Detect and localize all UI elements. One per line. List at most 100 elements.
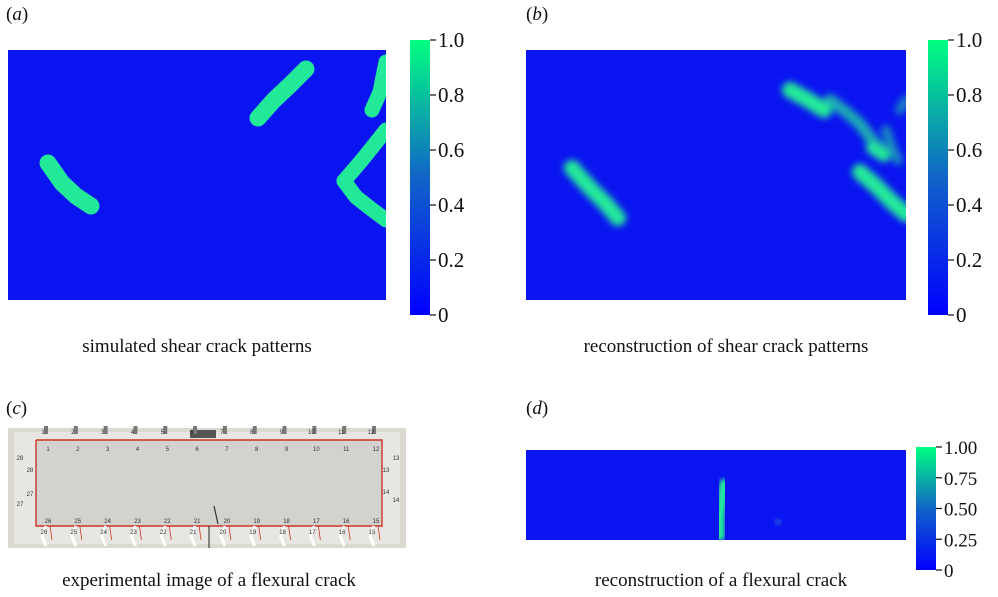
left-position-mark: 28	[17, 456, 24, 462]
top-position-mark: 4	[131, 430, 135, 436]
sensor-lead	[189, 525, 197, 547]
bottom-position-number: 20	[224, 519, 231, 525]
bottom-position-mark: 18	[279, 530, 286, 536]
bottom-position-mark: 25	[70, 530, 77, 536]
crack-segment	[336, 122, 386, 189]
top-position-mark: 12	[368, 430, 375, 436]
sensor-wire	[347, 525, 351, 541]
top-sensor	[372, 426, 376, 434]
sensor-wire	[258, 525, 262, 541]
sensor-lead	[129, 525, 137, 547]
top-sensor	[73, 426, 78, 434]
colorbar-a-tick-label: 1.0	[438, 28, 464, 52]
sensor-lead	[100, 525, 108, 547]
top-position-mark: 10	[308, 430, 315, 436]
sensor-wire	[168, 525, 172, 541]
sensor-lead	[219, 525, 227, 547]
colorbar-a-tick-label: 0	[438, 303, 449, 327]
crack-segment	[336, 173, 386, 228]
panel-label-b: (b)	[526, 4, 549, 25]
top-position-number: 10	[313, 447, 320, 453]
sensor-wire	[377, 525, 381, 541]
top-position-mark: 11	[338, 430, 345, 436]
caption-d: reconstruction of a flexural crack	[594, 570, 848, 591]
bottom-position-number: 26	[45, 519, 52, 525]
top-sensor	[342, 426, 347, 434]
sensor-lead	[70, 525, 78, 547]
heatmap-simulated-shear	[8, 50, 386, 300]
colorbar-a-tick-label: 0.8	[438, 83, 464, 107]
sensor-wire	[79, 525, 83, 541]
bottom-position-number: 23	[134, 519, 141, 525]
top-sensor	[282, 426, 287, 434]
right-position-number: 14	[383, 490, 390, 496]
top-position-number: 9	[285, 447, 289, 453]
caption-a: simulated shear crack patterns	[82, 336, 312, 357]
left-position-mark: 27	[17, 502, 24, 508]
top-position-number: 4	[136, 447, 140, 453]
top-position-mark: 2	[71, 430, 75, 436]
sensor-lead	[40, 525, 48, 547]
colorbar-d-tick-label: 0.50	[944, 500, 977, 521]
top-position-mark: 7	[220, 430, 224, 436]
top-sensor	[252, 426, 257, 434]
colorbar-a-tick-label: 0.6	[438, 138, 464, 162]
top-sensor	[312, 426, 317, 434]
colorbar-a: 1.0 0.8 0.6 0.4 0.2 0	[410, 28, 465, 327]
top-position-number: 1	[46, 447, 50, 453]
right-position-number: 13	[383, 468, 390, 474]
sensor-wire	[198, 525, 202, 541]
top-position-mark: 8	[250, 430, 254, 436]
caption-b: reconstruction of shear crack patterns	[583, 336, 869, 357]
colorbar-d-tick-label: 0.25	[944, 530, 977, 551]
top-position-number: 8	[255, 447, 259, 453]
top-position-number: 12	[373, 447, 380, 453]
bottom-position-number: 15	[373, 519, 380, 525]
sensor-wire	[228, 525, 232, 541]
top-position-number: 11	[343, 447, 350, 453]
bottom-position-mark: 26	[41, 530, 48, 536]
bottom-position-mark: 22	[160, 530, 167, 536]
colorbar-b-tick-label: 0.4	[956, 193, 983, 217]
sensor-lead	[368, 525, 376, 547]
bottom-position-number: 25	[74, 519, 81, 525]
top-position-number: 2	[76, 447, 80, 453]
top-position-number: 5	[166, 447, 170, 453]
panel-label-a: (a)	[6, 4, 29, 25]
colorbar-b-tick-label: 1.0	[956, 28, 982, 52]
specimen-photo: 1126262225253324244423235522226621217720…	[8, 426, 406, 548]
sensor-wire	[139, 525, 142, 541]
sensor-lead	[278, 525, 286, 547]
crack-segment	[364, 54, 386, 118]
top-position-mark: 1	[41, 430, 45, 436]
top-position-mark: 3	[101, 430, 105, 436]
sensor-wire	[109, 525, 113, 541]
top-position-mark: 9	[280, 430, 284, 436]
top-sensor	[193, 426, 198, 434]
left-position-number: 27	[27, 492, 34, 498]
panel-label-c: (c)	[6, 398, 28, 419]
colorbar-b-tick-label: 0.8	[956, 83, 982, 107]
bottom-position-mark: 20	[220, 530, 227, 536]
colorbar-d-tick-label: 0.75	[944, 469, 977, 490]
bottom-position-number: 24	[104, 519, 111, 525]
top-sensor	[44, 426, 48, 434]
bottom-position-mark: 23	[130, 530, 137, 536]
colorbar-b: 1.0 0.8 0.6 0.4 0.2 0	[928, 28, 983, 327]
top-position-number: 3	[106, 447, 110, 453]
top-position-number: 7	[225, 447, 229, 453]
bottom-position-number: 19	[253, 519, 260, 525]
top-sensor	[133, 426, 138, 434]
top-sensor	[163, 426, 168, 434]
bottom-position-mark: 19	[249, 530, 256, 536]
colorbar-d-tick-label: 1.00	[944, 438, 977, 459]
top-position-mark: 5	[161, 430, 165, 436]
top-position-mark: 6	[190, 430, 194, 436]
right-position-mark: 13	[393, 456, 400, 462]
sensor-wire	[288, 525, 291, 541]
bottom-position-mark: 15	[369, 530, 376, 536]
colorbar-b-tick-label: 0	[956, 303, 967, 327]
left-position-number: 28	[27, 468, 34, 474]
colorbar-d-tick-label: 0	[944, 561, 954, 582]
bottom-position-mark: 16	[339, 530, 346, 536]
